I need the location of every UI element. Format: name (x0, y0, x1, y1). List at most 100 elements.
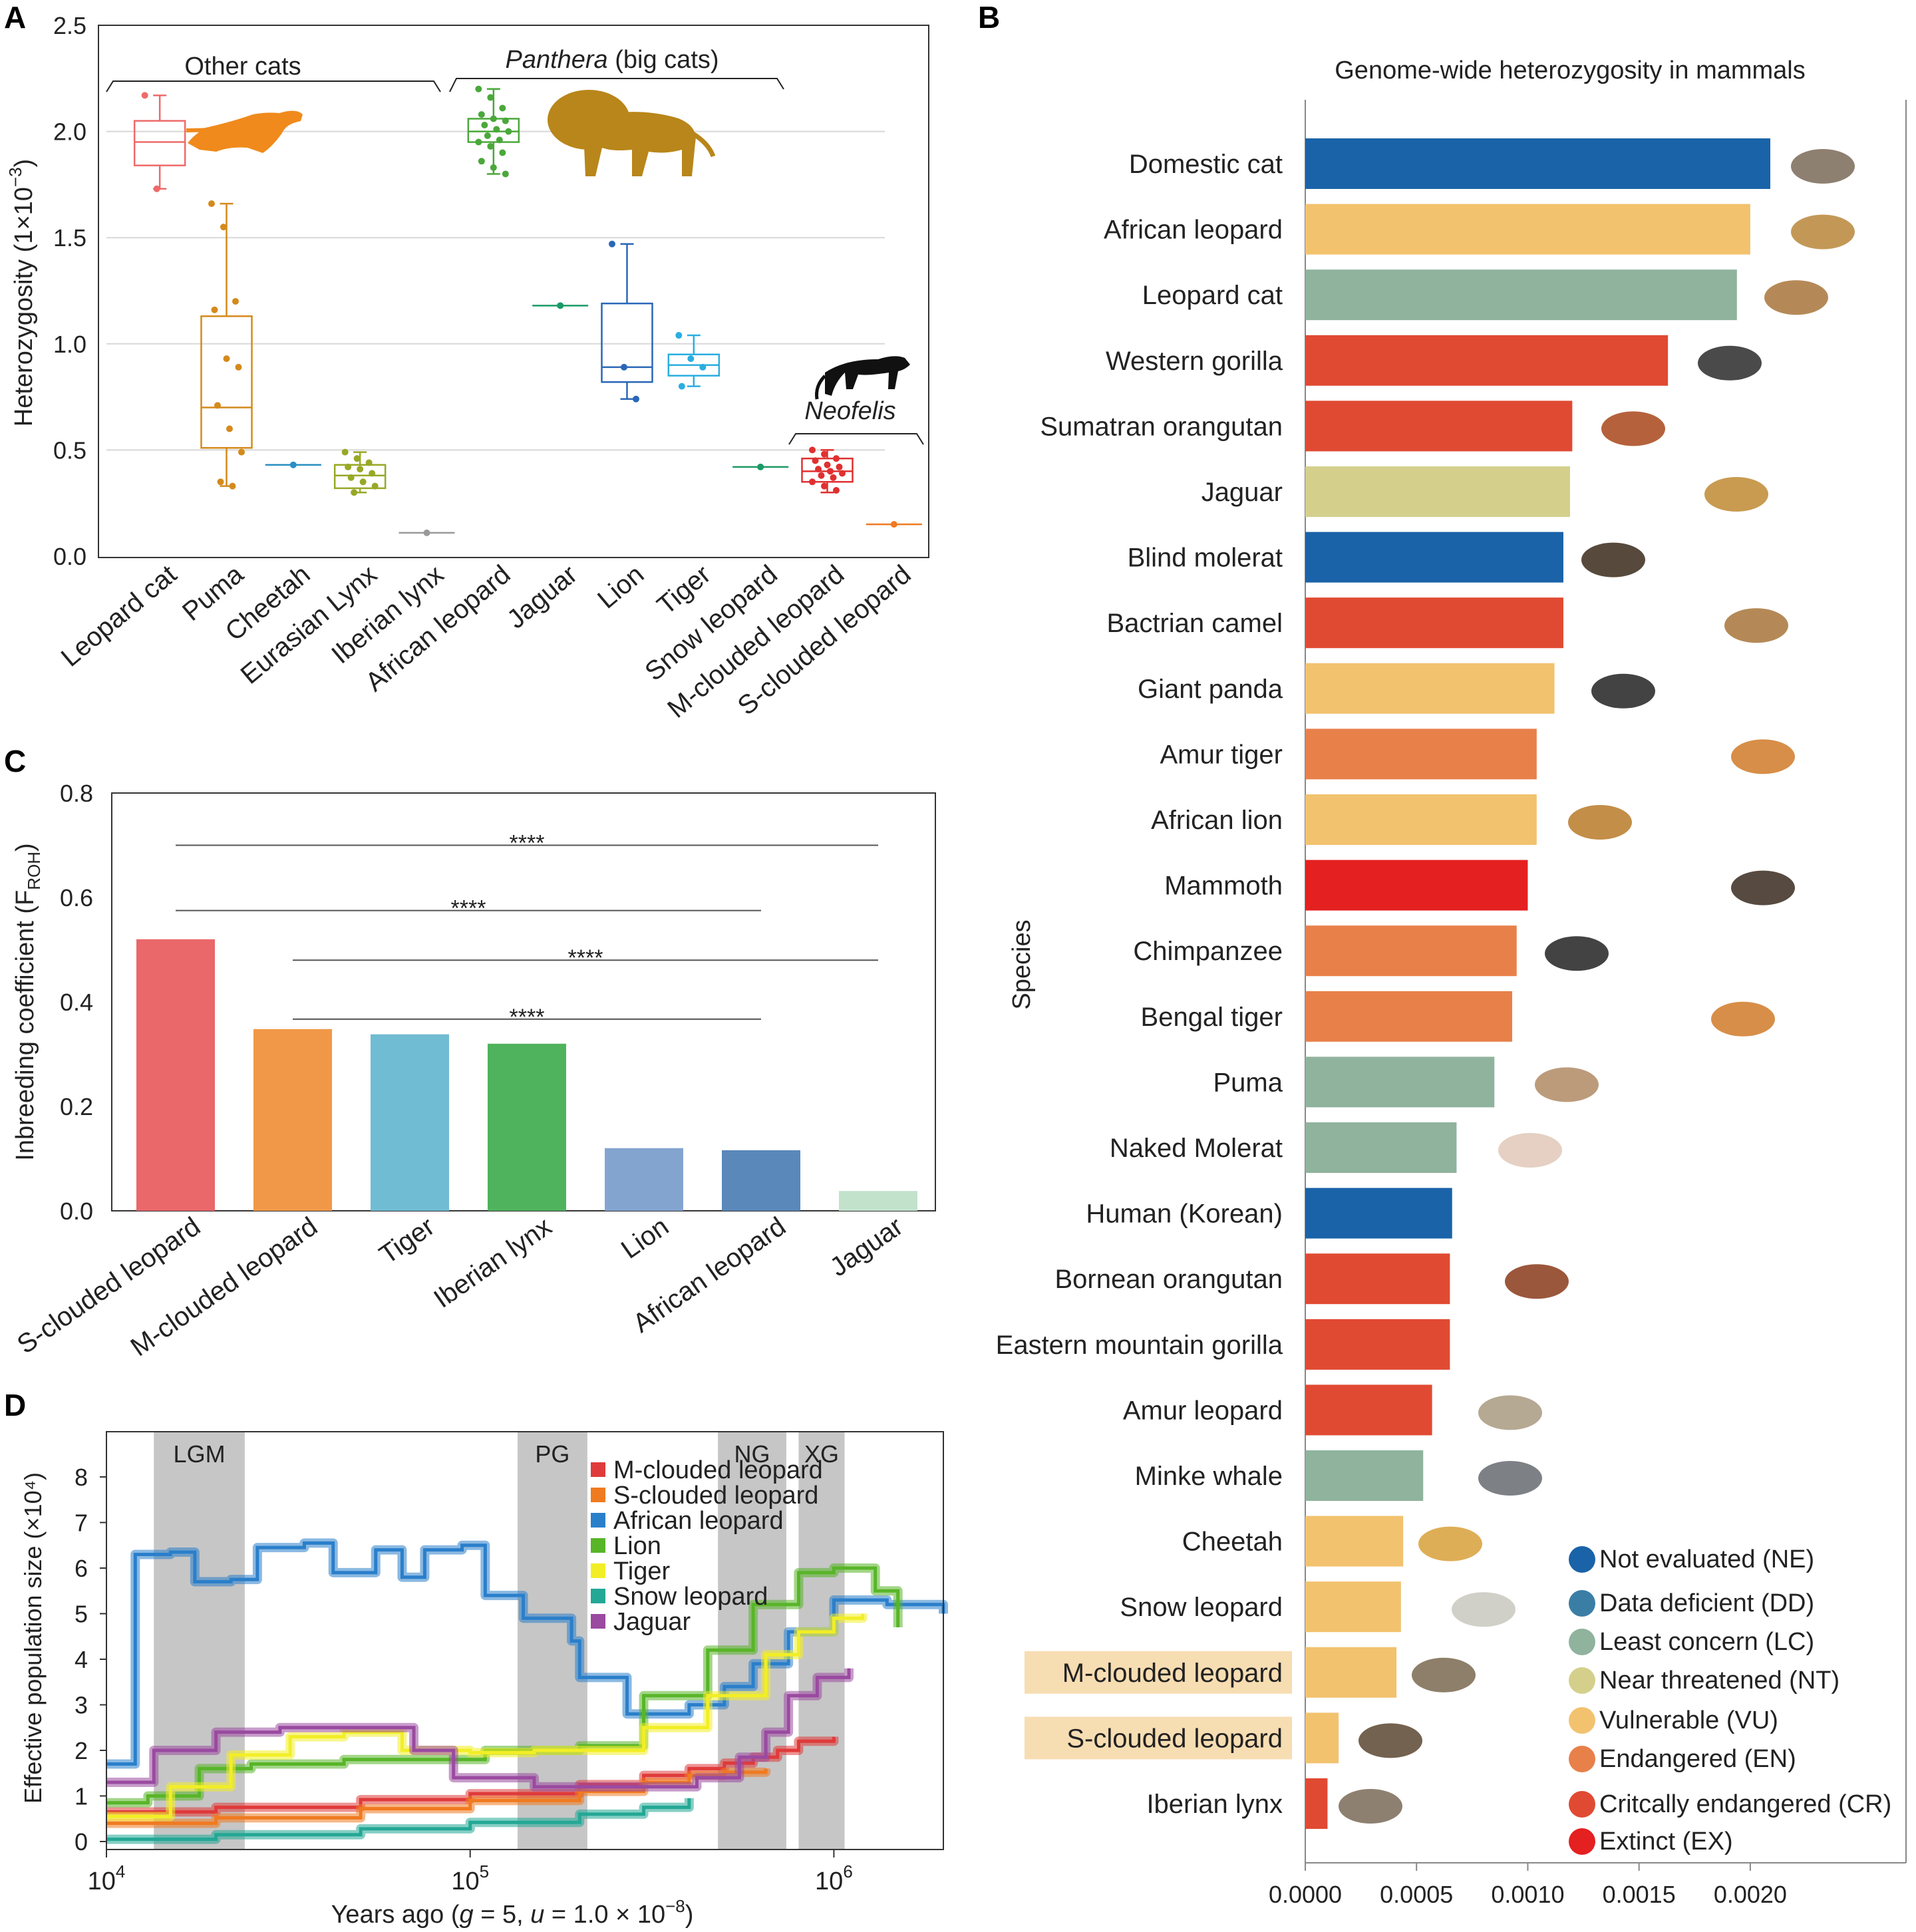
legend-label-jaguar: Jaguar (613, 1608, 691, 1636)
bar-giant-panda (1305, 663, 1555, 714)
box-point (821, 482, 828, 490)
panel-d-lines (106, 1538, 948, 1844)
legend-swatch-jaguar (591, 1614, 605, 1629)
box-point (208, 200, 215, 208)
box-point (687, 355, 695, 363)
legend-label-m-clouded-leopard: M-clouded leopard (613, 1456, 823, 1484)
panel-d-y-tick-label: 1 (75, 1783, 88, 1810)
clouded-leopard-silhouette-icon (815, 356, 910, 400)
animal-photo-puma-icon (1535, 1067, 1599, 1102)
box-iqr (601, 302, 653, 383)
panel-c-y-tick-label: 0.6 (60, 884, 93, 911)
bar-amur-tiger (1305, 728, 1537, 780)
panel-d-x-axis-label: Years ago (g = 5, u = 1.0 × 10−8) (331, 1896, 694, 1929)
box-point (499, 104, 506, 112)
bar-human-korean (1305, 1188, 1452, 1239)
species-label-chimpanzee: Chimpanzee (1133, 937, 1283, 966)
band-label-pg: PG (535, 1440, 569, 1468)
box-point (487, 94, 494, 101)
legend-swatch-m-clouded-leopard (591, 1462, 605, 1477)
box-point (557, 302, 564, 309)
significance-label: **** (510, 1005, 545, 1030)
species-label-puma: Puma (1213, 1068, 1283, 1097)
box-point (493, 126, 500, 133)
box-iberian-lynx (399, 529, 455, 536)
panel-b-x-tick-label: 0.0000 (1269, 1881, 1342, 1908)
bar-iberian-lynx (1305, 1778, 1328, 1829)
panel-d-y-tick-label: 2 (75, 1737, 88, 1764)
line-snow-leopard (106, 1798, 691, 1842)
animal-photo-leopard-cat-icon (1764, 280, 1828, 315)
box-african-leopard (467, 85, 520, 178)
panel-d-x-tick-label: 104 (88, 1861, 126, 1895)
box-point (232, 297, 239, 305)
panel-c-x-label-iberian-lynx: Iberian lynx (428, 1211, 557, 1313)
box-point (365, 459, 373, 466)
legend-label-extinct-ex: Extinct (EX) (1599, 1828, 1733, 1855)
highlight-m-clouded-leopard (1025, 1651, 1292, 1694)
box-point (505, 128, 512, 135)
box-point (226, 425, 233, 432)
panel-a-y-axis-label: Heterozygosity (1×10−3) (5, 159, 38, 426)
animal-photo-iberian-lynx-icon (1339, 1789, 1402, 1824)
bar-african-leopard (722, 1150, 800, 1211)
panel-c-y-tick-label: 0.8 (60, 780, 93, 807)
species-label-bengal-tiger: Bengal tiger (1141, 1003, 1283, 1032)
bar-chimpanzee (1305, 925, 1517, 977)
panel-d-y-tick-label: 5 (75, 1601, 88, 1628)
highlight-s-clouded-leopard (1025, 1716, 1292, 1760)
animal-photo-mammoth-icon (1731, 870, 1795, 905)
animal-photo-minke-whale-icon (1478, 1461, 1542, 1496)
bar-cheetah (1305, 1516, 1404, 1567)
bar-s-clouded-leopard (1305, 1712, 1339, 1764)
animal-photo-naked-molerat-icon (1498, 1133, 1562, 1168)
panel-a-y-tick-label: 0.5 (53, 436, 86, 464)
band-label-xg: XG (804, 1440, 839, 1468)
box-point (345, 463, 352, 470)
box-m-clouded-leopard (801, 446, 854, 494)
panel-b-x-ticks: 0.0000 0.0005 0.0010 0.0015 0.0020 (1269, 1863, 1787, 1908)
box-point (833, 455, 840, 462)
bar-bengal-tiger (1305, 991, 1513, 1042)
panel-b-x-tick-label: 0.0015 (1603, 1881, 1676, 1908)
band-xg (798, 1432, 845, 1850)
panel-c-x-label-tiger: Tiger (374, 1211, 440, 1269)
panel-c-significance: **** **** **** **** (176, 831, 878, 1030)
bar-african-leopard (1305, 204, 1750, 255)
species-label-s-clouded-leopard: S-clouded leopard (1066, 1724, 1283, 1753)
panel-a-y-tick-label: 2.5 (53, 12, 86, 39)
panel-c-bar-chart: 0.0 0.2 0.4 0.6 0.8 Inbreeding coefficient (… (11, 780, 936, 1362)
species-label-cheetah: Cheetah (1182, 1528, 1283, 1557)
species-label-bornean-orangutan: Bornean orangutan (1055, 1265, 1283, 1294)
panel-a-x-label: Leopard cat (56, 560, 182, 673)
box-point (238, 448, 245, 456)
box-lion (601, 240, 653, 402)
box-point (833, 487, 840, 494)
legend-dot-not-evaluated-ne (1569, 1546, 1595, 1573)
box-point (211, 306, 218, 313)
species-label-jaguar: Jaguar (1201, 478, 1283, 507)
box-point (824, 461, 831, 468)
group-label-panthera: Panthera (big cats) (505, 46, 718, 74)
species-label-blind-molerat: Blind molerat (1128, 544, 1283, 573)
line-tiger (106, 1613, 865, 1818)
bar-amur-leopard (1305, 1384, 1432, 1436)
lion-silhouette-icon (548, 90, 716, 176)
box-snow-leopard (732, 463, 789, 470)
box-point (353, 455, 361, 462)
bracket-other-cats (106, 80, 441, 92)
box-point (359, 478, 367, 486)
animal-photo-amur-leopard-icon (1478, 1395, 1542, 1430)
box-point (371, 482, 379, 490)
box-point (220, 224, 227, 231)
panel-b-animal-pictures (1339, 149, 1855, 1824)
box-point (836, 463, 843, 470)
box-point (214, 402, 221, 409)
group-label-other-cats: Other cats (184, 53, 301, 80)
box-iqr (200, 315, 253, 449)
animal-photo-amur-tiger-icon (1731, 739, 1795, 774)
panel-d-line-chart: LGM PG NG XG 0 1 2 3 4 5 6 7 8 104 105 106 Effective … (19, 1431, 948, 1929)
panel-d-y-tick-label: 7 (75, 1510, 88, 1537)
panel-a-y-tick-label: 1.5 (53, 224, 86, 251)
animal-photo-african-leopard-icon (1791, 214, 1855, 249)
